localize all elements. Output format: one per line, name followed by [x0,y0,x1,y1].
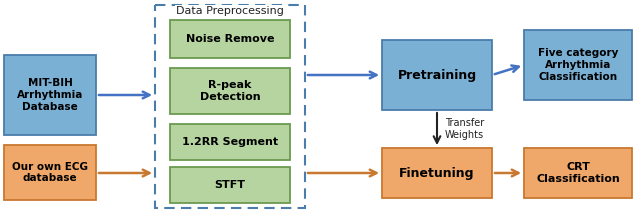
FancyBboxPatch shape [4,55,96,135]
FancyBboxPatch shape [524,30,632,100]
Text: MIT-BIH
Arrhythmia
Database: MIT-BIH Arrhythmia Database [17,78,83,112]
Text: STFT: STFT [214,180,246,190]
FancyBboxPatch shape [524,148,632,198]
FancyBboxPatch shape [4,145,96,200]
FancyBboxPatch shape [170,167,290,203]
Text: Finetuning: Finetuning [399,167,475,180]
FancyBboxPatch shape [170,124,290,160]
FancyBboxPatch shape [382,148,492,198]
Text: Five category
Arrhythmia
Classification: Five category Arrhythmia Classification [538,48,618,82]
Bar [155,5,305,208]
Text: Transfer
Weights: Transfer Weights [445,118,484,140]
Text: Pretraining: Pretraining [397,68,477,81]
Text: CRT
Classification: CRT Classification [536,162,620,184]
FancyBboxPatch shape [170,68,290,114]
FancyBboxPatch shape [170,20,290,58]
FancyBboxPatch shape [382,40,492,110]
Text: Data Preprocessing: Data Preprocessing [176,6,284,16]
Text: R-peak
Detection: R-peak Detection [200,80,260,102]
Text: Our own ECG
database: Our own ECG database [12,162,88,183]
Text: Noise Remove: Noise Remove [186,34,275,44]
Text: 1.2RR Segment: 1.2RR Segment [182,137,278,147]
